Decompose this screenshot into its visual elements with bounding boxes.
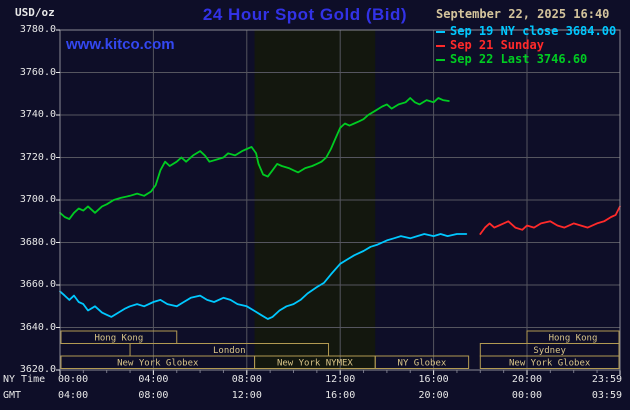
legend-swatch xyxy=(436,30,445,33)
legend-label: Sep 22 Last 3746.60 xyxy=(450,52,588,66)
timestamp-label: September 22, 2025 16:40 xyxy=(436,7,610,21)
legend-item: Sep 21 Sunday xyxy=(436,38,616,52)
legend-swatch xyxy=(436,58,445,61)
session-label: Hong Kong xyxy=(94,334,143,344)
x-tick-label-ny: 20:00 xyxy=(511,374,543,385)
x-tick-label-gmt: 08:00 xyxy=(138,390,169,401)
legend-item: Sep 19 NY close 3684.00 xyxy=(436,24,616,38)
y-tick-label: 3640.0 xyxy=(19,321,56,333)
session-box xyxy=(374,355,470,369)
units-label: USD/oz xyxy=(15,6,55,19)
session-label: Hong Kong xyxy=(549,334,598,344)
x-tick-label-gmt: 20:00 xyxy=(418,390,449,401)
y-tick-label: 3680.0 xyxy=(19,236,56,248)
x-tick-label-gmt: 16:00 xyxy=(325,390,356,401)
session-label: NY Globex xyxy=(398,359,447,369)
session-label: New York NYMEX xyxy=(277,359,353,369)
x-tick-label-ny: 00:00 xyxy=(58,374,89,385)
y-tick-label: 3740.0 xyxy=(19,109,56,120)
legend-label: Sep 21 Sunday xyxy=(450,38,544,52)
legend-label: Sep 19 NY close 3684.00 xyxy=(450,24,617,38)
x-tick-label-gmt: 00:00 xyxy=(511,390,543,401)
session-label: Sydney xyxy=(533,346,566,356)
kitco-watermark-link[interactable]: www.kitco.com xyxy=(66,36,175,53)
y-tick-label: 3760.0 xyxy=(19,66,56,78)
x-tick-label-ny: 04:00 xyxy=(138,374,169,385)
series-line-sep-21-sunday xyxy=(479,205,621,235)
x-tick-label-ny: 12:00 xyxy=(325,374,356,385)
legend-item: Sep 22 Last 3746.60 xyxy=(436,52,616,66)
x-tick-label-gmt: 04:00 xyxy=(58,390,89,401)
session-box xyxy=(479,355,620,369)
session-box xyxy=(60,330,178,344)
y-tick-label: 3620.0 xyxy=(19,364,56,375)
legend: Sep 19 NY close 3684.00 Sep 21 Sunday Sep … xyxy=(436,24,616,66)
x-tick-label-gmt: 12:00 xyxy=(231,390,262,401)
x-tick-label-ny: 08:00 xyxy=(231,374,262,385)
legend-swatch xyxy=(436,44,445,47)
series-line-sep-19-ny-close xyxy=(59,233,468,320)
session-label: New York Globex xyxy=(509,359,591,369)
series-line-sep-22-last xyxy=(59,97,450,221)
gmt-axis-label: GMT xyxy=(3,390,22,401)
y-tick-label: 3700.0 xyxy=(19,194,56,205)
page-title: 24 Hour Spot Gold (Bid) xyxy=(202,5,408,24)
x-tick-label-ny: 16:00 xyxy=(418,374,449,385)
x-tick-label-ny: 23:59 xyxy=(591,374,622,385)
session-label: New York Globex xyxy=(117,359,199,369)
session-label: London xyxy=(213,346,246,356)
y-tick-label: 3780.0 xyxy=(19,24,56,35)
ny-time-axis-label: NY Time xyxy=(3,374,46,385)
y-tick-label: 3660.0 xyxy=(19,279,56,290)
x-tick-label-gmt: 03:59 xyxy=(591,390,622,401)
y-tick-label: 3720.0 xyxy=(19,151,56,163)
